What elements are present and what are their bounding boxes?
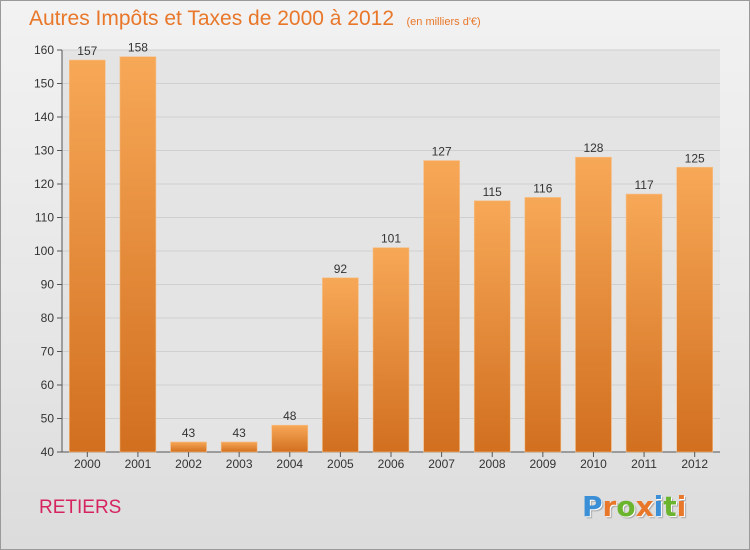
y-tick-label: 150 bbox=[34, 77, 54, 91]
y-tick-label: 160 bbox=[34, 43, 54, 57]
data-label: 115 bbox=[483, 185, 502, 199]
x-tick-label: 2004 bbox=[276, 457, 303, 471]
bar bbox=[271, 424, 309, 453]
data-label: 92 bbox=[334, 262, 348, 276]
chart-unit: (en milliers d'€) bbox=[406, 16, 481, 28]
data-label: 125 bbox=[685, 151, 705, 165]
brand-letter: i bbox=[676, 490, 687, 523]
y-tick-label: 70 bbox=[41, 345, 55, 359]
data-label: 128 bbox=[583, 141, 603, 155]
y-tick-label: 130 bbox=[34, 144, 54, 158]
y-tick-label: 50 bbox=[41, 412, 55, 426]
bar bbox=[524, 197, 562, 453]
x-tick-label: 2011 bbox=[631, 457, 657, 471]
bar bbox=[625, 193, 663, 453]
bar bbox=[575, 156, 612, 453]
data-label: 117 bbox=[635, 178, 654, 192]
x-tick-label: 2002 bbox=[175, 457, 202, 471]
x-tick-label: 2009 bbox=[529, 457, 556, 471]
x-tick-label: 2012 bbox=[681, 457, 708, 471]
x-tick-label: 2001 bbox=[125, 457, 152, 471]
bar bbox=[220, 441, 258, 453]
x-tick-label: 2006 bbox=[378, 457, 405, 471]
x-tick-label: 2010 bbox=[580, 457, 607, 471]
y-tick-label: 140 bbox=[34, 110, 54, 124]
y-tick-label: 100 bbox=[34, 244, 54, 258]
brand-letter: i bbox=[653, 490, 664, 523]
x-tick-label: 2005 bbox=[327, 457, 354, 471]
x-tick-label: 2007 bbox=[428, 457, 455, 471]
data-label: 116 bbox=[533, 181, 552, 195]
bar bbox=[676, 166, 713, 453]
y-tick-label: 40 bbox=[41, 445, 55, 459]
y-tick-label: 110 bbox=[35, 211, 54, 225]
y-tick-label: 120 bbox=[34, 177, 54, 191]
brand-letter: P bbox=[582, 490, 603, 523]
title-row: Autres Impôts et Taxes de 2000 à 2012 (e… bbox=[29, 7, 481, 31]
bar bbox=[69, 59, 106, 453]
data-label: 101 bbox=[381, 232, 401, 246]
commune-name: RETIERS bbox=[39, 497, 122, 518]
data-label: 43 bbox=[232, 426, 246, 440]
x-tick-label: 2000 bbox=[74, 457, 101, 471]
x-tick-label: 2003 bbox=[226, 457, 253, 471]
brand-letter: t bbox=[663, 490, 677, 523]
data-label: 158 bbox=[128, 41, 148, 55]
bar bbox=[119, 56, 157, 453]
bar bbox=[372, 247, 410, 453]
x-tick-label: 2008 bbox=[479, 457, 506, 471]
brand-letter: x bbox=[635, 490, 654, 523]
bar bbox=[322, 277, 359, 453]
bar bbox=[423, 160, 460, 453]
y-tick-label: 60 bbox=[41, 378, 55, 392]
data-label: 157 bbox=[77, 44, 97, 58]
y-tick-label: 80 bbox=[41, 311, 55, 325]
data-label: 127 bbox=[432, 145, 452, 159]
bar bbox=[473, 200, 511, 453]
bar bbox=[170, 441, 207, 453]
brand-logo: Proxiti bbox=[582, 490, 686, 523]
brand-letter: r bbox=[602, 490, 617, 523]
y-tick-label: 90 bbox=[41, 278, 55, 292]
brand-letter: o bbox=[616, 490, 636, 523]
data-label: 48 bbox=[283, 409, 297, 423]
data-label: 43 bbox=[182, 426, 196, 440]
chart-title: Autres Impôts et Taxes de 2000 à 2012 bbox=[29, 7, 395, 30]
